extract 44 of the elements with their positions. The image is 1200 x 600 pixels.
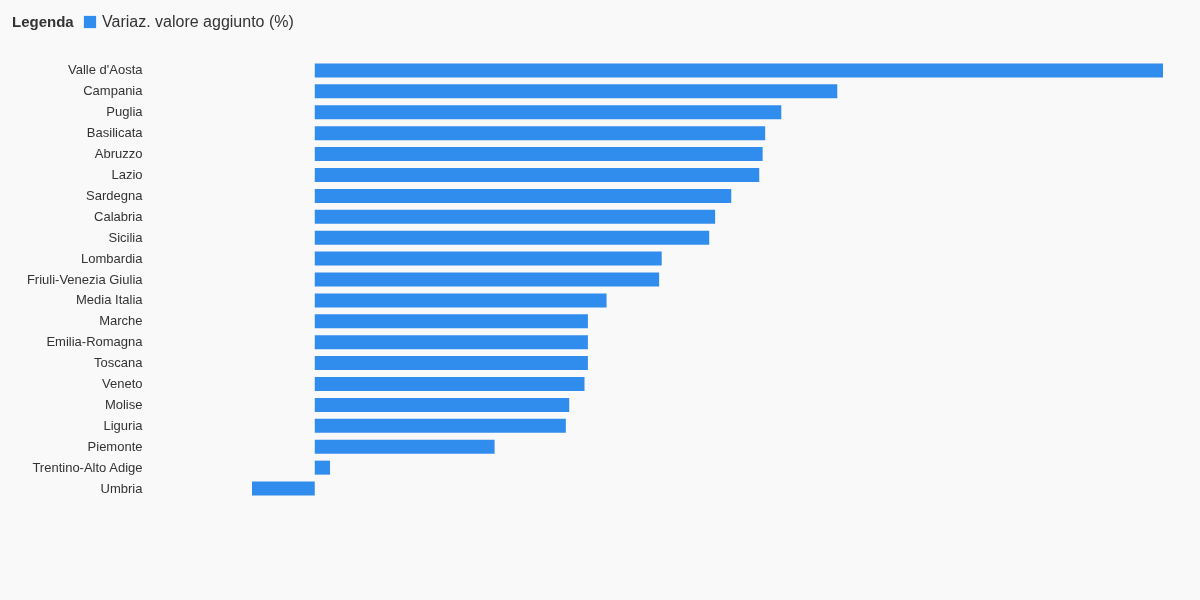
bar bbox=[314, 377, 585, 392]
bar bbox=[314, 126, 766, 141]
bar bbox=[314, 460, 331, 475]
bar bbox=[314, 63, 1163, 78]
bar bbox=[314, 418, 566, 433]
legend-label: Variaz. valore aggiunto (%) bbox=[102, 13, 294, 30]
bar bbox=[314, 335, 588, 350]
y-tick-label: Umbria bbox=[100, 480, 144, 496]
y-tick-label: Marche bbox=[99, 313, 143, 329]
y-tick-label: Lombardia bbox=[81, 250, 144, 266]
bar bbox=[314, 251, 662, 266]
y-tick-label: Sardegna bbox=[86, 187, 144, 203]
bar bbox=[314, 84, 838, 99]
bar bbox=[314, 272, 660, 287]
y-tick-label: Liguria bbox=[103, 417, 144, 433]
y-tick-label: Sicilia bbox=[108, 229, 144, 245]
legend-title: Legenda bbox=[12, 13, 75, 30]
y-tick-label: Piemonte bbox=[87, 438, 143, 454]
bar bbox=[314, 105, 782, 120]
bar bbox=[314, 356, 588, 371]
y-tick-label: Puglia bbox=[106, 104, 144, 120]
y-tick-label: Calabria bbox=[94, 208, 144, 224]
bar bbox=[252, 481, 315, 496]
y-tick-label: Trentino-Alto Adige bbox=[32, 459, 143, 475]
y-tick-label: Abruzzo bbox=[94, 146, 143, 162]
bar bbox=[314, 397, 570, 412]
y-tick-label: Emilia-Romagna bbox=[46, 334, 144, 350]
y-tick-label: Media Italia bbox=[76, 292, 144, 308]
bar bbox=[314, 188, 732, 203]
bar bbox=[314, 209, 716, 224]
bar bbox=[314, 147, 763, 162]
y-tick-label: Valle d'Aosta bbox=[67, 62, 144, 78]
bar bbox=[314, 230, 710, 245]
bar bbox=[314, 293, 607, 308]
bar bbox=[314, 314, 588, 329]
y-tick-label: Veneto bbox=[102, 376, 143, 392]
y-tick-label: Friuli-Venezia Giulia bbox=[26, 271, 144, 287]
y-tick-label: Molise bbox=[104, 396, 143, 412]
bar bbox=[314, 439, 495, 454]
y-tick-label: Campania bbox=[83, 83, 144, 99]
y-tick-label: Toscana bbox=[94, 355, 144, 371]
bar bbox=[314, 167, 760, 182]
y-tick-label: Basilicata bbox=[86, 125, 144, 141]
y-tick-label: Lazio bbox=[111, 166, 143, 182]
